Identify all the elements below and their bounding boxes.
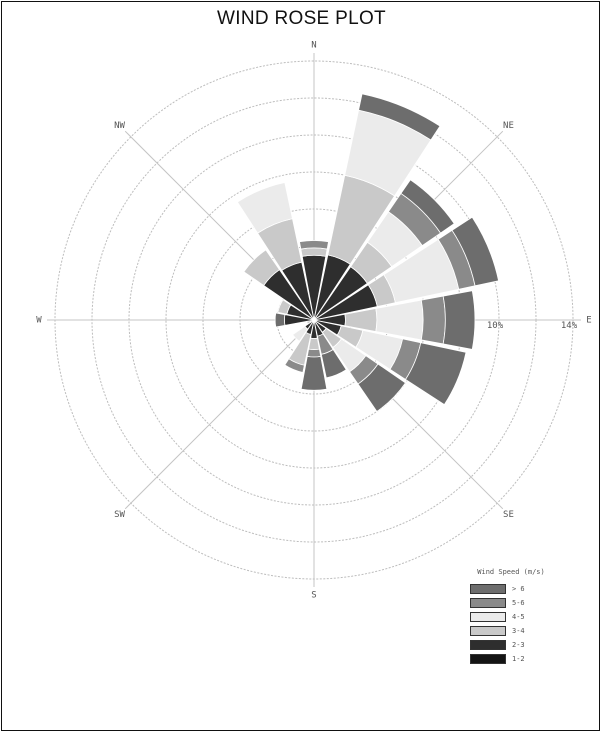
legend-item: 5-6 — [470, 596, 552, 609]
petals — [236, 93, 500, 413]
direction-label-E: E — [586, 316, 591, 326]
legend-item: > 6 — [470, 582, 552, 595]
petal-dir13-bin2 — [277, 299, 292, 315]
petal-dir8-bin4 — [306, 348, 322, 358]
petal-dir4-bin3 — [375, 299, 424, 341]
petal-dir5-bin5 — [404, 342, 467, 406]
legend-item: 3-4 — [470, 624, 552, 637]
legend-item: 4-5 — [470, 610, 552, 623]
petal-dir3-bin5 — [451, 216, 500, 287]
direction-label-SW: SW — [114, 510, 125, 520]
legend-swatch — [470, 639, 506, 650]
direction-label-SE: SE — [503, 510, 514, 520]
petal-dir7-bin5 — [320, 348, 347, 379]
axis-labels: N NE E SE S SW W NW 10% 14% — [36, 41, 591, 601]
petal-dir6-bin5 — [357, 363, 407, 413]
legend: Wind Speed (m/s) > 6 5-6 4-5 3-4 2-3 1-2 — [470, 568, 552, 666]
legend-swatch — [470, 653, 506, 664]
petal-dir0-bin2 — [300, 247, 328, 257]
ring-label-1: 10% — [487, 321, 504, 331]
petal-dir1-bin5 — [358, 93, 441, 141]
legend-label: 2-3 — [512, 640, 525, 649]
legend-label: 5-6 — [512, 598, 525, 607]
legend-swatch — [470, 583, 506, 594]
spoke-SW — [124, 319, 315, 510]
petal-dir14-bin2 — [243, 249, 280, 286]
petal-dir2-bin5 — [400, 179, 455, 234]
direction-label-S: S — [311, 591, 316, 601]
direction-label-W: W — [36, 316, 42, 326]
chart-title: WIND ROSE PLOT — [217, 8, 386, 29]
petal-dir4-bin5 — [442, 290, 476, 350]
petal-dir8-bin5 — [300, 355, 328, 391]
legend-items: > 6 5-6 4-5 3-4 2-3 1-2 — [470, 582, 552, 665]
legend-label: 3-4 — [512, 626, 525, 635]
petal-dir12-bin5 — [274, 312, 286, 328]
direction-label-NW: NW — [114, 121, 125, 131]
petal-dir15-bin3 — [236, 181, 293, 234]
legend-label: > 6 — [512, 584, 525, 593]
legend-label: 1-2 — [512, 654, 525, 663]
petal-dir4-bin4 — [420, 295, 446, 345]
legend-swatch — [470, 625, 506, 636]
petal-dir9-bin4 — [284, 358, 305, 373]
petal-dir8-bin2 — [308, 337, 320, 350]
legend-title: Wind Speed (m/s) — [477, 568, 545, 576]
legend-swatch — [470, 611, 506, 622]
legend-swatch — [470, 597, 506, 608]
legend-item: 2-3 — [470, 638, 552, 651]
petal-dir0-bin4 — [299, 240, 329, 250]
direction-label-N: N — [311, 41, 316, 51]
direction-label-NE: NE — [503, 121, 514, 131]
legend-item: 1-2 — [470, 652, 552, 665]
ring-label-2: 14% — [561, 321, 578, 331]
petal-dir10-bin3 — [292, 325, 309, 342]
legend-label: 4-5 — [512, 612, 525, 621]
